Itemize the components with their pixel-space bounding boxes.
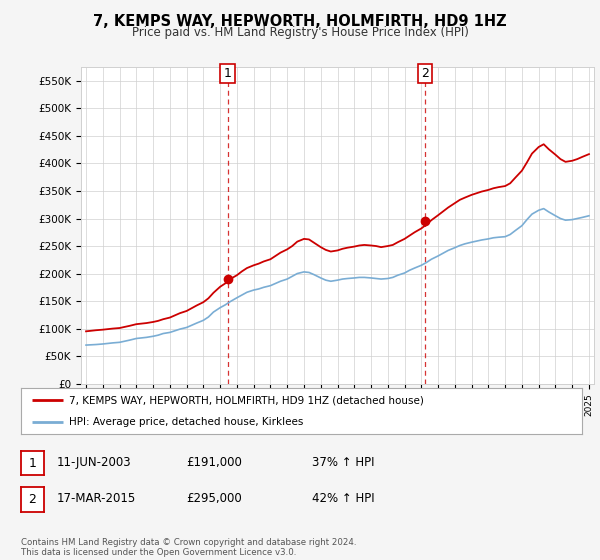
Text: Price paid vs. HM Land Registry's House Price Index (HPI): Price paid vs. HM Land Registry's House … xyxy=(131,26,469,39)
Text: 2: 2 xyxy=(28,493,37,506)
Text: 11-JUN-2003: 11-JUN-2003 xyxy=(57,456,131,469)
Text: 2: 2 xyxy=(421,67,429,80)
Text: 37% ↑ HPI: 37% ↑ HPI xyxy=(312,456,374,469)
Text: 17-MAR-2015: 17-MAR-2015 xyxy=(57,492,136,506)
Text: 1: 1 xyxy=(28,456,37,470)
Text: £295,000: £295,000 xyxy=(186,492,242,506)
Text: HPI: Average price, detached house, Kirklees: HPI: Average price, detached house, Kirk… xyxy=(68,417,303,427)
Text: 1: 1 xyxy=(224,67,232,80)
Text: 7, KEMPS WAY, HEPWORTH, HOLMFIRTH, HD9 1HZ: 7, KEMPS WAY, HEPWORTH, HOLMFIRTH, HD9 1… xyxy=(93,14,507,29)
Text: 7, KEMPS WAY, HEPWORTH, HOLMFIRTH, HD9 1HZ (detached house): 7, KEMPS WAY, HEPWORTH, HOLMFIRTH, HD9 1… xyxy=(68,395,424,405)
Text: 42% ↑ HPI: 42% ↑ HPI xyxy=(312,492,374,506)
Text: £191,000: £191,000 xyxy=(186,456,242,469)
Text: Contains HM Land Registry data © Crown copyright and database right 2024.
This d: Contains HM Land Registry data © Crown c… xyxy=(21,538,356,557)
